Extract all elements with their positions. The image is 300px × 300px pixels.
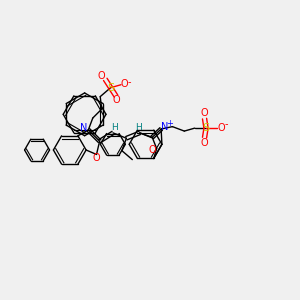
- Text: -: -: [224, 119, 228, 130]
- Text: O: O: [201, 138, 208, 148]
- Text: O: O: [121, 79, 128, 89]
- Text: -: -: [128, 77, 131, 87]
- Text: +: +: [167, 118, 173, 127]
- Text: O: O: [218, 122, 225, 133]
- Text: H: H: [111, 123, 118, 132]
- Text: O: O: [112, 95, 120, 106]
- Text: O: O: [201, 108, 208, 118]
- Text: O: O: [148, 145, 156, 155]
- Text: O: O: [98, 71, 106, 81]
- Text: O: O: [93, 153, 100, 163]
- Text: S: S: [107, 83, 114, 93]
- Text: H: H: [135, 123, 142, 132]
- Text: N: N: [80, 123, 88, 134]
- Text: N: N: [161, 122, 168, 132]
- Text: S: S: [202, 123, 210, 133]
